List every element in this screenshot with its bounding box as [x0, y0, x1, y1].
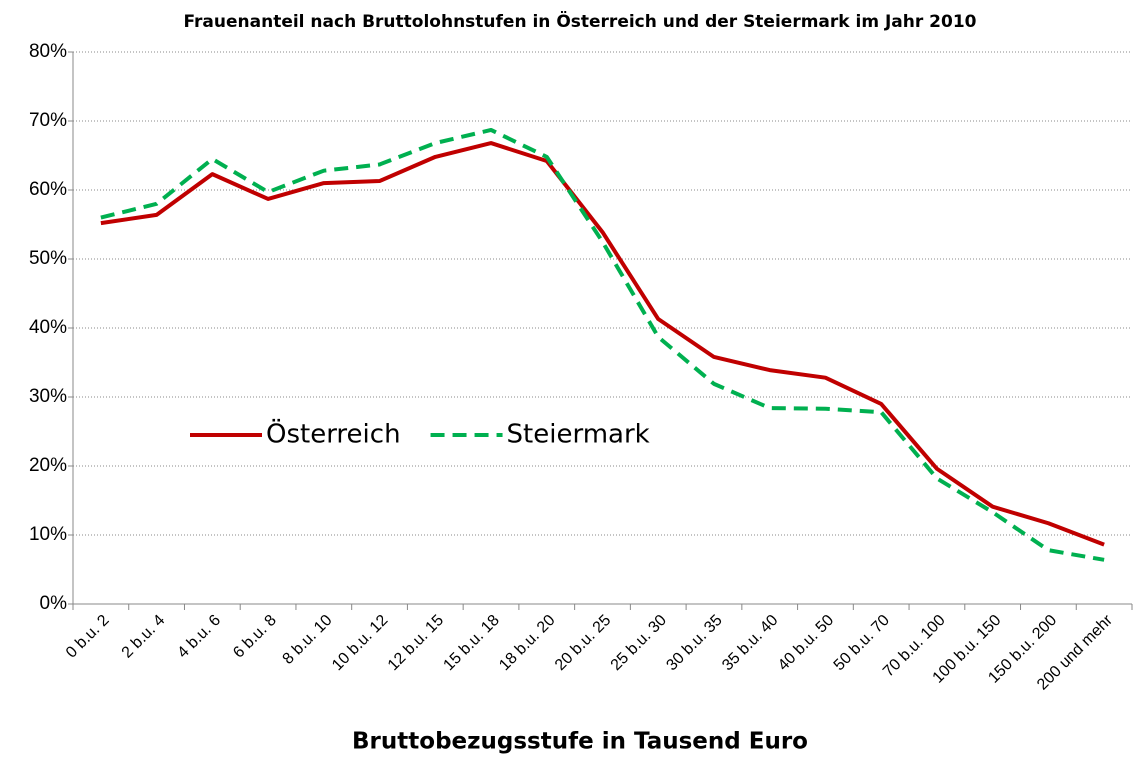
series-line	[100, 127, 1105, 562]
x-tick-label: 0 b.u. 2	[63, 612, 113, 662]
x-tick-label: 15 b.u. 18	[440, 612, 502, 674]
x-tick-label: 25 b.u. 30	[608, 612, 670, 674]
chart-title: Frauenanteil nach Bruttolohnstufen in Ös…	[184, 10, 977, 32]
legend-label: Österreich	[266, 418, 401, 450]
x-tick-label: 30 b.u. 35	[663, 612, 725, 674]
legend-label: Steiermark	[507, 420, 650, 450]
x-tick-label: 40 b.u. 50	[775, 612, 837, 674]
y-tick-label: 70%	[29, 110, 67, 131]
x-tick-label: 10 b.u. 12	[329, 612, 391, 674]
y-tick-label: 80%	[29, 41, 67, 62]
y-tick-label: 10%	[29, 524, 67, 545]
x-tick-label: 6 b.u. 8	[230, 612, 280, 662]
y-tick-label: 30%	[29, 386, 67, 407]
series-line	[100, 141, 1105, 547]
y-tick-label: 60%	[29, 179, 67, 200]
x-tick-label: 4 b.u. 6	[174, 612, 224, 662]
x-tick-label: 12 b.u. 15	[385, 612, 447, 674]
x-tick-label: 18 b.u. 20	[496, 612, 558, 674]
y-tick-label: 0%	[40, 593, 68, 614]
x-tick-label: 20 b.u. 25	[552, 612, 614, 674]
x-axis-label: Bruttobezugsstufe in Tausend Euro	[352, 729, 808, 755]
y-tick-label: 40%	[29, 317, 67, 338]
x-tick-label: 35 b.u. 40	[719, 612, 781, 674]
y-tick-label: 20%	[29, 455, 67, 476]
y-tick-label: 50%	[29, 248, 67, 269]
x-tick-label: 2 b.u. 4	[119, 612, 169, 662]
x-tick-label: 8 b.u. 10	[280, 612, 336, 668]
